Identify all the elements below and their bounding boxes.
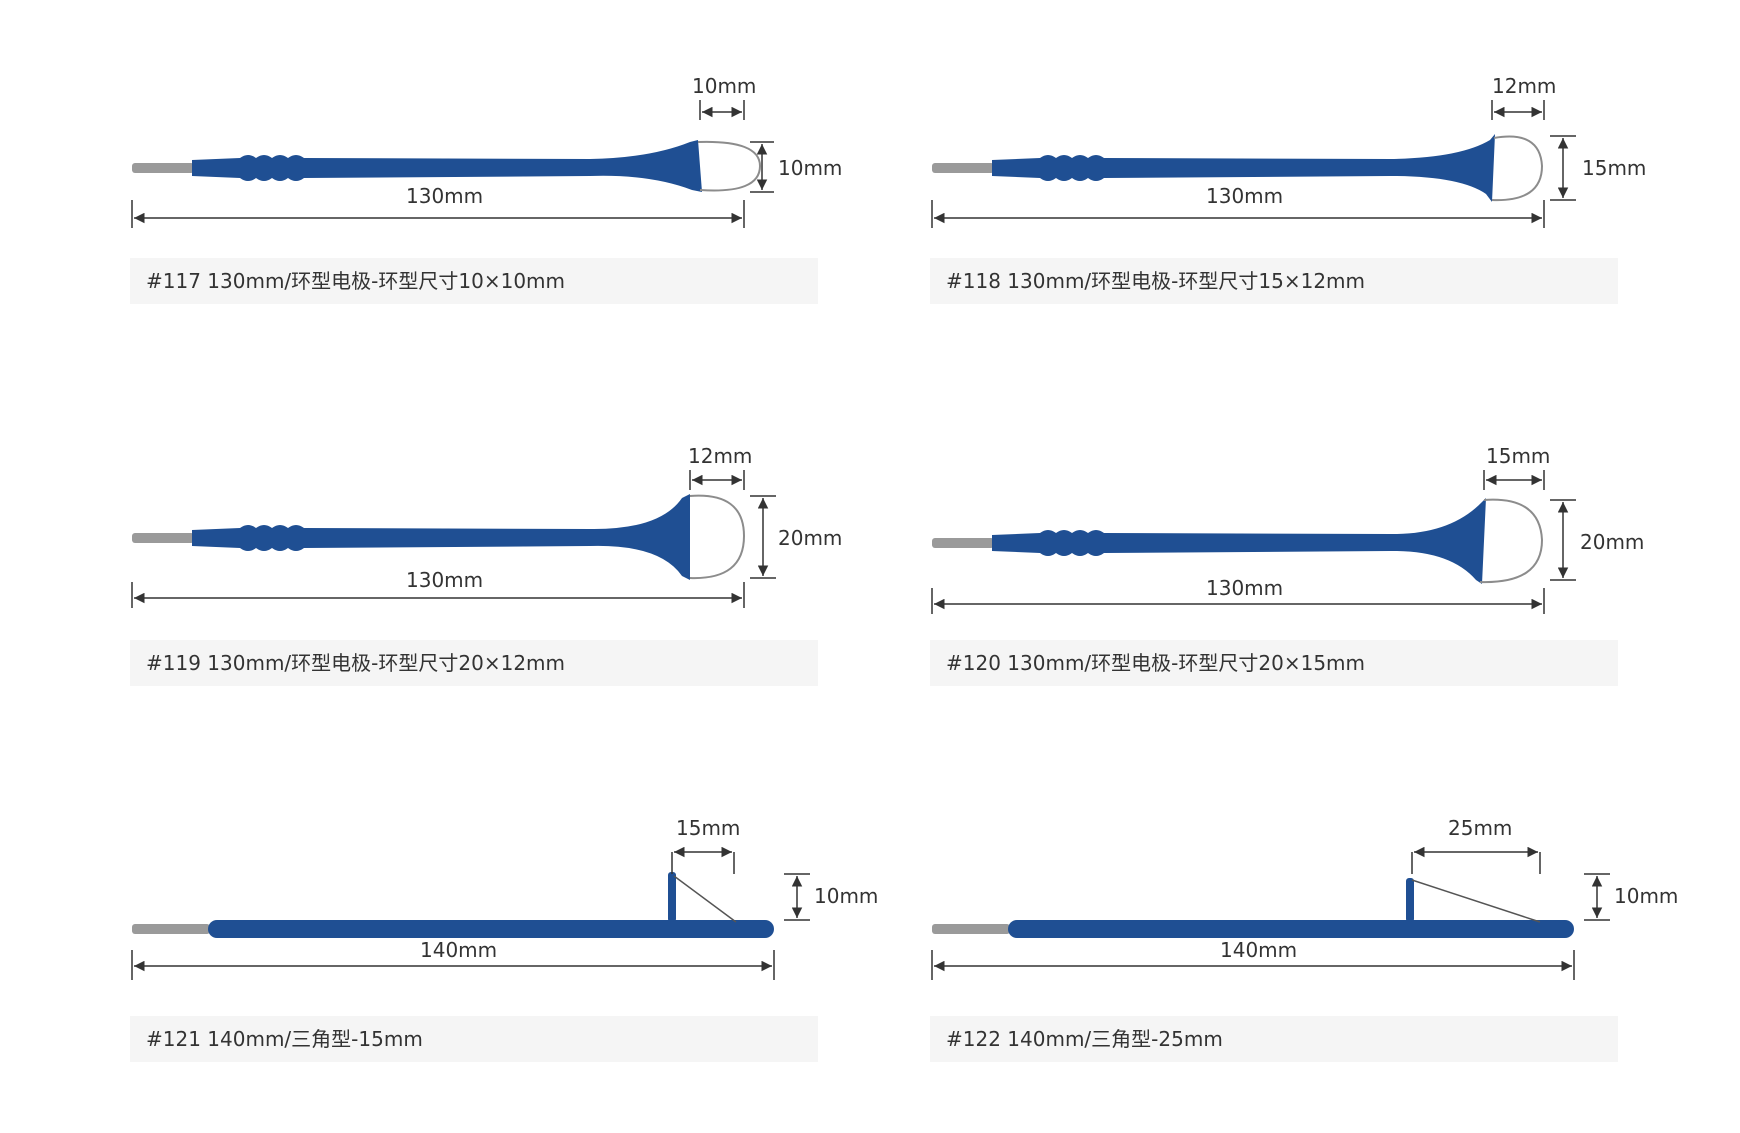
triangle-post [1406, 878, 1414, 922]
metal-pin [932, 538, 994, 548]
width-label: 15mm [676, 816, 741, 840]
height-label: 10mm [1614, 884, 1679, 908]
loop-wire [697, 140, 762, 192]
electrode-handle [192, 140, 702, 192]
electrode-drawing-120 [931, 470, 1576, 614]
triangle-wire [673, 875, 737, 923]
height-label: 20mm [778, 526, 843, 550]
length-label: 130mm [1206, 184, 1284, 208]
height-label: 10mm [814, 884, 879, 908]
electrode-card-120: 15mm 20mm 130mm #120 130mm/环型电极-环型尺寸20×1… [930, 432, 1710, 732]
electrode-card-118: 12mm 15mm 130mm #118 130mm/环型电极-环型尺寸15×1… [930, 62, 1710, 362]
length-label: 130mm [406, 568, 484, 592]
electrode-drawing-119 [131, 470, 776, 608]
metal-pin [932, 163, 994, 173]
length-label: 130mm [406, 184, 484, 208]
metal-pin [932, 924, 1010, 934]
electrode-caption: #122 140mm/三角型-25mm [930, 1016, 1618, 1062]
height-label: 15mm [1582, 156, 1647, 180]
electrode-card-122: 25mm 10mm 140mm #122 140mm/三角型-25mm [930, 812, 1710, 1112]
triangle-wire [1411, 879, 1541, 923]
electrode-caption: #117 130mm/环型电极-环型尺寸10×10mm [130, 258, 818, 304]
loop-wire [1491, 135, 1544, 202]
electrode-drawing-117 [131, 100, 774, 228]
metal-pin [132, 533, 194, 543]
electrode-handle [208, 920, 774, 938]
electrode-card-117: 10mm 10mm 130mm #117 130mm/环型电极-环型尺寸10×1… [130, 62, 910, 362]
electrode-handle [192, 494, 690, 580]
width-label: 10mm [692, 74, 757, 98]
length-label: 140mm [1220, 938, 1298, 962]
length-label: 130mm [1206, 576, 1284, 600]
electrode-drawing-122 [931, 846, 1610, 980]
electrode-caption: #119 130mm/环型电极-环型尺寸20×12mm [130, 640, 818, 686]
metal-pin [132, 924, 210, 934]
height-label: 10mm [778, 156, 843, 180]
width-label: 25mm [1448, 816, 1513, 840]
electrode-drawing-118 [931, 100, 1576, 228]
electrode-caption: #121 140mm/三角型-15mm [130, 1016, 818, 1062]
width-label: 15mm [1486, 444, 1551, 468]
electrode-card-119: 12mm 20mm 130mm #119 130mm/环型电极-环型尺寸20×1… [130, 432, 910, 732]
length-label: 140mm [420, 938, 498, 962]
triangle-post [668, 872, 676, 922]
electrode-handle [1008, 920, 1574, 938]
electrode-caption: #120 130mm/环型电极-环型尺寸20×15mm [930, 640, 1618, 686]
width-label: 12mm [688, 444, 753, 468]
electrode-card-121: 15mm 10mm 140mm #121 140mm/三角型-15mm [130, 812, 910, 1112]
electrode-handle [992, 134, 1495, 202]
loop-wire [1479, 498, 1544, 584]
electrode-caption: #118 130mm/环型电极-环型尺寸15×12mm [930, 258, 1618, 304]
electrode-drawing-121 [131, 846, 810, 980]
electrode-handle [992, 498, 1486, 584]
height-label: 20mm [1580, 530, 1645, 554]
loop-wire [689, 494, 746, 580]
width-label: 12mm [1492, 74, 1557, 98]
metal-pin [132, 163, 194, 173]
